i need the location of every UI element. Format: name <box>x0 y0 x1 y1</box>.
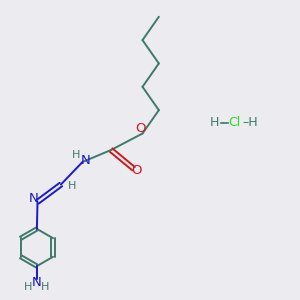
Text: H: H <box>210 116 219 130</box>
Text: O: O <box>135 122 146 135</box>
Text: N: N <box>29 192 39 206</box>
Text: H: H <box>41 282 50 292</box>
Text: O: O <box>131 164 142 178</box>
Text: H: H <box>24 282 33 292</box>
Text: –H: –H <box>243 116 258 130</box>
Text: H: H <box>68 181 76 191</box>
Text: N: N <box>81 154 91 167</box>
Text: N: N <box>32 276 42 289</box>
Text: H: H <box>72 150 81 161</box>
Text: Cl: Cl <box>228 116 240 130</box>
